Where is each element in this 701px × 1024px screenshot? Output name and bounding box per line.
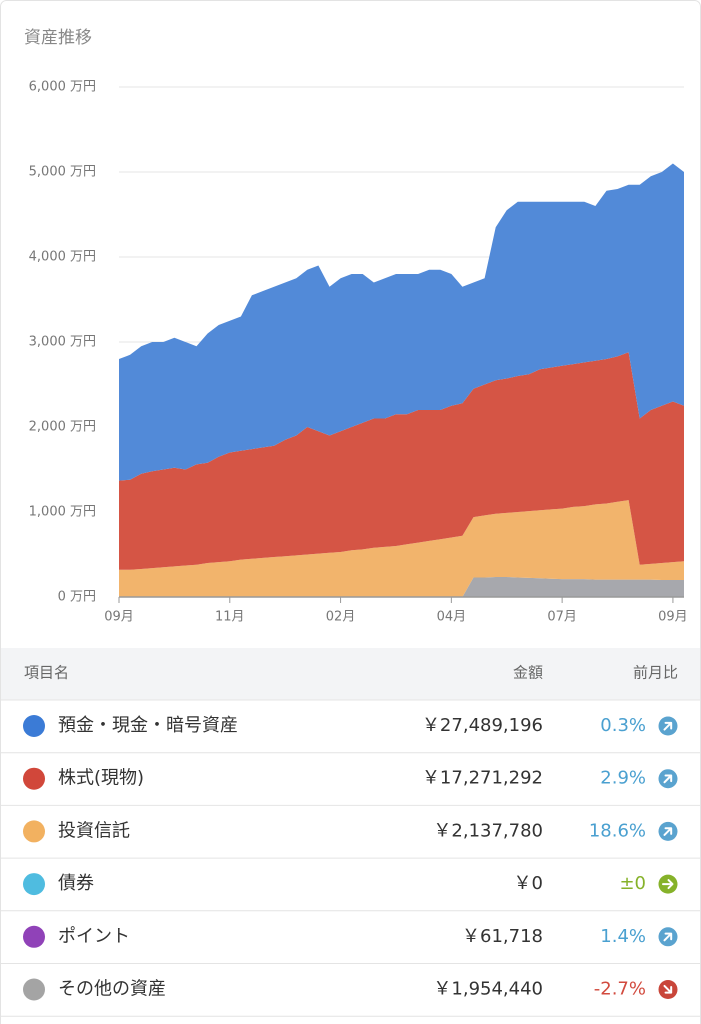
y-tick-label: 4,000 万円 [29, 250, 96, 265]
legend-dot [23, 715, 45, 737]
x-tick-label: 02月 [326, 610, 356, 625]
row-change: 2.9% [600, 768, 646, 789]
row-amount: ￥17,271,292 [422, 768, 543, 789]
arrow [663, 827, 673, 836]
y-tick-label: 2,000 万円 [29, 420, 96, 435]
trend-arrow [663, 827, 673, 836]
table-header: 項目名 [24, 664, 69, 682]
trend-arrow [663, 984, 673, 994]
chart-title: 資産推移 [24, 28, 92, 48]
trend-arrow [662, 879, 674, 890]
area [119, 163, 684, 481]
table-header: 前月比 [633, 664, 678, 682]
trend-arrow [663, 721, 673, 731]
y-tick-label: 3,000 万円 [29, 335, 96, 350]
row-change: 0.3% [600, 715, 646, 736]
trend-arrow [663, 932, 673, 942]
legend-dot [23, 925, 45, 948]
row-change: ±0 [619, 873, 646, 894]
x-tick-label: 09月 [658, 610, 688, 625]
arrow [663, 774, 673, 784]
x-tick-label: 11月 [215, 610, 245, 625]
row-amount: ￥2,137,780 [433, 820, 543, 841]
row-name: その他の資産 [58, 979, 166, 1000]
arrow [662, 879, 674, 890]
table-header: 金額 [513, 664, 543, 682]
row-name: 債券 [58, 873, 94, 894]
arrow [663, 721, 673, 731]
arrow [663, 984, 673, 994]
x-tick-label: 09月 [104, 610, 134, 625]
row-name: 預金・現金・暗号資産 [58, 715, 238, 736]
area [119, 352, 684, 570]
row-name: 投資信託 [58, 820, 130, 841]
row-amount: ￥61,718 [462, 926, 543, 947]
trend-arrow [663, 774, 673, 784]
row-change: 1.4% [600, 926, 646, 947]
arrow [663, 932, 673, 942]
legend-dot [23, 820, 45, 843]
row-name: 株式(現物) [58, 768, 144, 789]
area [119, 577, 684, 597]
x-tick-label: 07月 [547, 610, 577, 625]
y-tick-label: 1,000 万円 [29, 505, 96, 520]
row-change: 18.6% [589, 820, 646, 841]
row-name: ポイント [58, 926, 130, 947]
area [119, 500, 684, 597]
legend-dot [23, 767, 45, 790]
row-change: -2.7% [594, 979, 646, 1000]
y-tick-label: 0 万円 [58, 590, 96, 605]
legend-dot [23, 873, 45, 896]
x-tick-label: 04月 [437, 610, 467, 625]
legend-dot [23, 978, 45, 1001]
row-amount: ￥27,489,196 [422, 715, 543, 736]
row-amount: ￥0 [514, 873, 543, 894]
table-header-bg [1, 648, 700, 700]
row-amount: ￥1,954,440 [433, 979, 543, 1000]
y-tick-label: 5,000 万円 [29, 165, 96, 180]
y-tick-label: 6,000 万円 [29, 80, 96, 95]
